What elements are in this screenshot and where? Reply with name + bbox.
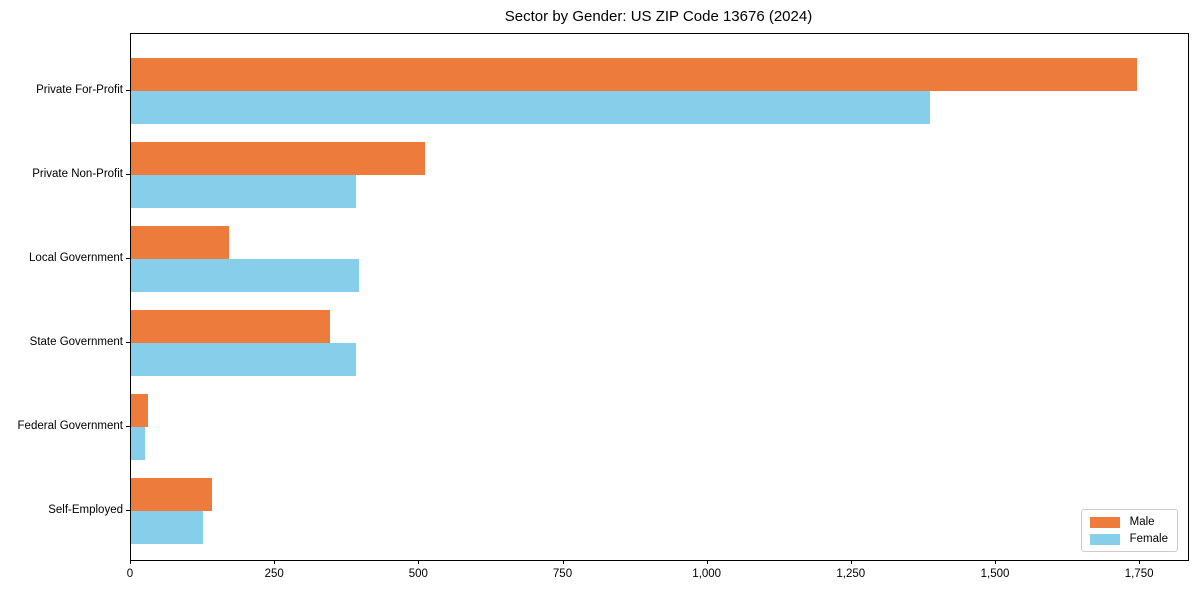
bar-female-federal-government [131, 427, 146, 460]
bars-layer [131, 34, 1188, 560]
y-tick-label-state-government: State Government [29, 336, 123, 348]
x-tick-mark [1139, 560, 1141, 564]
x-tick-label-1-000: 1,000 [692, 568, 722, 580]
bar-female-local-government [131, 259, 359, 292]
y-tick-label-federal-government: Federal Government [17, 420, 123, 432]
y-tick-mark [126, 258, 130, 260]
x-tick-mark [130, 560, 132, 564]
x-tick-mark [995, 560, 997, 564]
legend-entry-female: Female [1089, 533, 1168, 545]
legend-label-female: Female [1129, 533, 1168, 545]
legend: Male Female [1080, 509, 1178, 552]
plot-area: Male Female [130, 33, 1189, 561]
x-tick-label-0: 0 [126, 568, 134, 580]
x-tick-mark [274, 560, 276, 564]
bar-male-private-non-profit [131, 142, 426, 175]
y-tick-mark [126, 510, 130, 512]
legend-entry-male: Male [1089, 516, 1168, 528]
x-tick-label-1-500: 1,500 [980, 568, 1010, 580]
x-tick-label-250: 250 [264, 568, 284, 580]
y-tick-label-private-for-profit: Private For-Profit [36, 84, 123, 96]
bar-female-self-employed [131, 511, 204, 544]
x-tick-mark [850, 560, 852, 564]
y-tick-mark [126, 174, 130, 176]
y-tick-mark [126, 90, 130, 92]
x-tick-label-500: 500 [408, 568, 428, 580]
legend-swatch-male [1089, 516, 1120, 528]
bar-female-private-for-profit [131, 91, 930, 124]
chart-title: Sector by Gender: US ZIP Code 13676 (202… [504, 8, 813, 25]
legend-swatch-female [1089, 533, 1120, 545]
x-tick-mark [418, 560, 420, 564]
bar-male-state-government [131, 310, 330, 343]
bar-male-self-employed [131, 478, 212, 511]
bar-male-local-government [131, 226, 229, 259]
y-tick-mark [126, 342, 130, 344]
bar-male-private-for-profit [131, 58, 1138, 91]
y-tick-label-self-employed: Self-Employed [48, 504, 123, 516]
y-tick-mark [126, 426, 130, 428]
bar-female-private-non-profit [131, 175, 356, 208]
x-tick-label-1-750: 1,750 [1124, 568, 1154, 580]
y-tick-label-local-government: Local Government [29, 252, 123, 264]
legend-label-male: Male [1129, 516, 1155, 528]
x-tick-mark [706, 560, 708, 564]
x-tick-mark [562, 560, 564, 564]
x-tick-label-1-250: 1,250 [836, 568, 866, 580]
x-tick-label-750: 750 [552, 568, 573, 580]
bar-female-state-government [131, 343, 356, 376]
y-tick-label-private-non-profit: Private Non-Profit [32, 168, 123, 180]
bar-male-federal-government [131, 394, 149, 427]
